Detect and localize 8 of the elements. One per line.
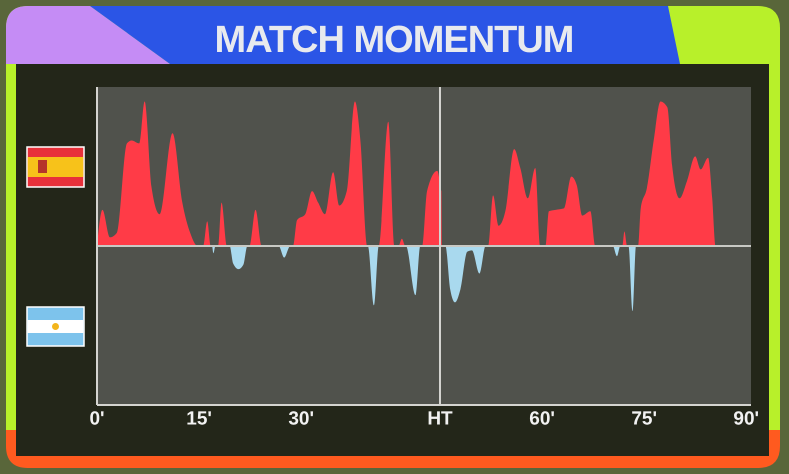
x-tick-label: 0'	[89, 408, 105, 430]
x-tick-label: HT	[427, 408, 454, 430]
x-tick-label: 15'	[186, 408, 212, 430]
x-tick-label: 60'	[529, 408, 555, 430]
chart-title: MATCH MOMENTUM	[214, 19, 574, 61]
x-tick-label: 30'	[288, 408, 314, 430]
x-tick-label: 90'	[733, 408, 760, 430]
x-tick-label: 75'	[631, 408, 657, 430]
